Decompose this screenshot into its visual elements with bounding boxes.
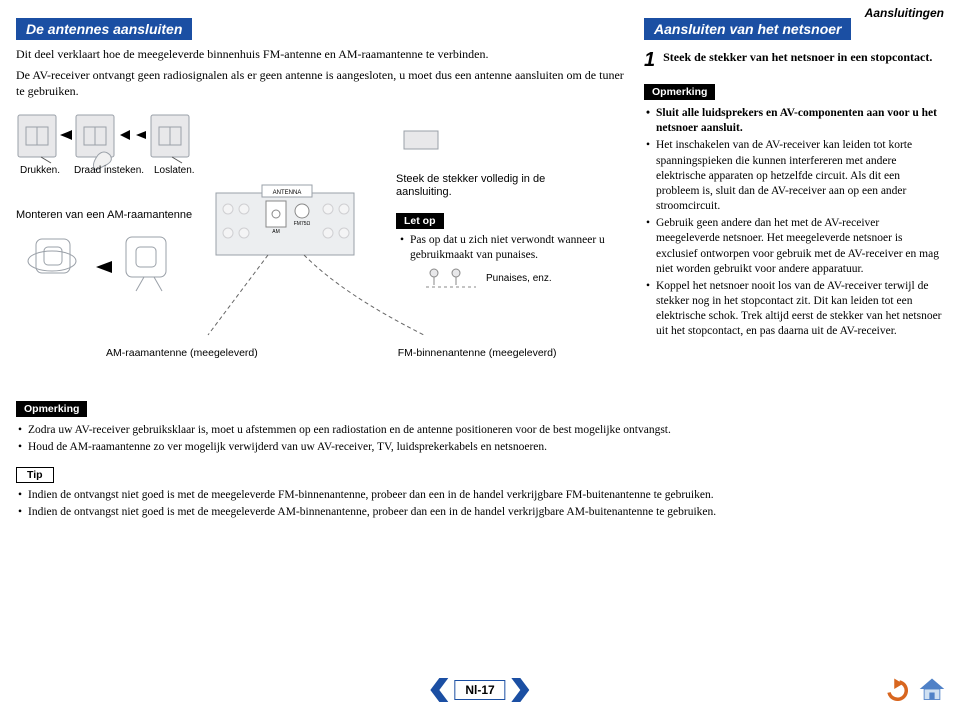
page-navigation: Nl-17	[430, 678, 529, 702]
left-column: De antennes aansluiten Dit deel verklaar…	[16, 18, 626, 405]
antenna-supplied-labels: AM-raamantenne (meegeleverd) FM-binnenan…	[16, 347, 626, 359]
next-page-icon[interactable]	[512, 678, 530, 702]
intro-text-2: De AV-receiver ontvangt geen radiosignal…	[16, 67, 626, 99]
note-item: Gebruik geen andere dan het met de AV-re…	[656, 216, 944, 277]
page-number: Nl-17	[454, 680, 505, 700]
am-antenna-label: AM-raamantenne (meegeleverd)	[106, 347, 258, 359]
pushpins-label: Punaises, enz.	[486, 273, 552, 284]
note-list-right: Sluit alle luidsprekers en AV-componente…	[644, 106, 944, 340]
plug-caption: Steek de stekker volledig in de aansluit…	[396, 173, 546, 199]
back-arrow-icon[interactable]	[882, 676, 910, 702]
footer-bar: Nl-17	[0, 670, 960, 706]
svg-text:AM: AM	[272, 229, 280, 235]
note-item: Houd de AM-raamantenne zo ver mogelijk v…	[28, 440, 944, 455]
step-text: Steek de stekker van het netsnoer in een…	[663, 50, 932, 70]
section-heading-antennas: De antennes aansluiten	[16, 18, 192, 40]
breadcrumb: Aansluitingen	[865, 6, 944, 20]
section-heading-power: Aansluiten van het netsnoer	[644, 18, 851, 40]
caption-release: Loslaten.	[154, 165, 195, 176]
tip-label: Tip	[16, 467, 54, 483]
label-antenna: ANTENNA	[273, 190, 302, 196]
note-item: Zodra uw AV-receiver gebruiksklaar is, m…	[28, 423, 944, 438]
note-label: Opmerking	[644, 84, 715, 100]
caption-press: Drukken.	[20, 165, 60, 176]
note-item: Het inschakelen van de AV-receiver kan l…	[656, 138, 944, 214]
step-number: 1	[644, 50, 655, 70]
right-column: Aansluiten van het netsnoer 1 Steek de s…	[644, 18, 944, 405]
home-icon[interactable]	[918, 676, 946, 702]
caution-label: Let op	[396, 213, 444, 229]
note-item: Koppel het netsnoer nooit los van de AV-…	[656, 279, 944, 340]
tip-item: Indien de ontvangst niet goed is met de …	[28, 505, 944, 520]
intro-text-1: Dit deel verklaart hoe de meegeleverde b…	[16, 46, 626, 62]
fm-antenna-label: FM-binnenantenne (meegeleverd)	[398, 347, 557, 359]
caution-item: Pas op dat u zich niet verwondt wanneer …	[410, 233, 616, 263]
main-columns: De antennes aansluiten Dit deel verklaar…	[0, 0, 960, 405]
step-row: 1 Steek de stekker van het netsnoer in e…	[644, 50, 944, 70]
bottom-section: Opmerking Zodra uw AV-receiver gebruiksk…	[0, 387, 960, 521]
caption-insert: Draad insteken.	[74, 165, 144, 176]
caution-list: Pas op dat u zich niet verwondt wanneer …	[396, 233, 616, 263]
mount-caption: Monteren van een AM-raamantenne	[16, 209, 192, 221]
tip-list: Indien de ontvangst niet goed is met de …	[16, 488, 944, 520]
svg-text:FM75Ω: FM75Ω	[294, 221, 311, 227]
caution-box: Let op Pas op dat u zich niet verwondt w…	[396, 213, 616, 265]
antenna-diagram: ANTENNA AM FM75Ω	[16, 105, 626, 405]
note-item: Sluit alle luidsprekers en AV-componente…	[656, 106, 944, 136]
prev-page-icon[interactable]	[430, 678, 448, 702]
tip-item: Indien de ontvangst niet goed is met de …	[28, 488, 944, 503]
note-list-bottom: Zodra uw AV-receiver gebruiksklaar is, m…	[16, 423, 944, 455]
